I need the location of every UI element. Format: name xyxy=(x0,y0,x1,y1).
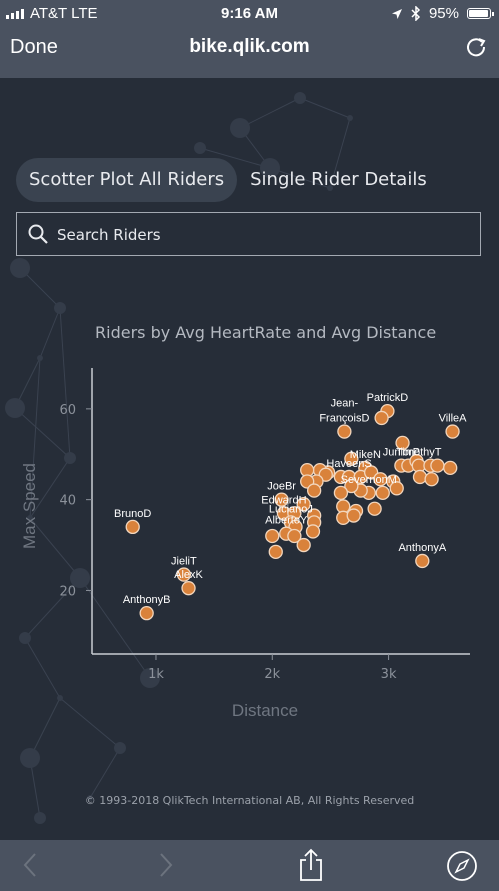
browser-toolbar xyxy=(0,840,499,891)
data-point[interactable] xyxy=(333,485,349,500)
page-content: Scotter Plot All Riders Single Rider Det… xyxy=(0,78,499,840)
point-label: SevernonM xyxy=(341,474,397,486)
data-point[interactable] xyxy=(346,508,361,523)
data-point[interactable] xyxy=(424,472,439,487)
data-point[interactable] xyxy=(296,497,311,512)
x-tick-label: 2k xyxy=(264,667,280,682)
data-point[interactable] xyxy=(395,435,410,451)
data-point[interactable] xyxy=(265,528,280,544)
search-input[interactable] xyxy=(55,213,459,257)
battery-icon xyxy=(467,8,494,19)
url-title: bike.qlik.com xyxy=(189,36,310,57)
safari-compass-icon[interactable] xyxy=(446,850,478,882)
point-label: JuniorP xyxy=(383,447,420,459)
chart-title: Riders by Avg HeartRate and Avg Distance xyxy=(95,323,437,342)
y-tick-label: 20 xyxy=(59,584,76,599)
forward-icon[interactable] xyxy=(158,852,174,878)
data-point[interactable] xyxy=(181,581,196,596)
scatter-chart: 1k 2k 3k 20 40 60 Distance Max Speed PatrickDJea… xyxy=(20,368,470,720)
data-point[interactable] xyxy=(415,553,430,569)
status-time: 9:16 AM xyxy=(221,5,278,22)
data-point[interactable] xyxy=(445,424,460,439)
data-point[interactable] xyxy=(274,492,289,507)
search-box[interactable] xyxy=(16,212,481,257)
data-point[interactable] xyxy=(139,605,154,621)
y-tick-label: 60 xyxy=(59,403,76,418)
data-point[interactable] xyxy=(305,524,321,539)
x-axis-label: Distance xyxy=(232,701,298,720)
data-point[interactable] xyxy=(367,501,382,516)
tab-single-rider[interactable]: Single Rider Details xyxy=(250,169,427,190)
share-icon[interactable] xyxy=(298,848,324,882)
done-button[interactable]: Done xyxy=(10,36,58,58)
signal-bars-icon xyxy=(6,9,24,19)
data-point[interactable] xyxy=(344,478,359,494)
carrier-label: AT&T LTE xyxy=(30,5,98,22)
point-label: TimothyT xyxy=(396,447,442,459)
point-label: JieliT xyxy=(171,556,197,568)
data-point[interactable] xyxy=(374,410,389,426)
point-label: Jean-FrançoisD xyxy=(319,398,369,425)
point-label: MikeN xyxy=(350,449,381,461)
point-label: LucianoJ xyxy=(269,503,313,515)
data-point[interactable] xyxy=(176,567,192,582)
reload-icon[interactable] xyxy=(465,36,487,58)
back-icon[interactable] xyxy=(22,852,38,878)
point-label: JoeBr xyxy=(267,481,296,493)
data-point[interactable] xyxy=(125,519,140,535)
browser-nav-bar: Done bike.qlik.com xyxy=(0,28,499,78)
data-point[interactable] xyxy=(296,537,311,553)
x-tick-label: 3k xyxy=(381,667,397,682)
data-point[interactable] xyxy=(443,460,458,476)
battery-percent: 95% xyxy=(428,5,459,22)
network-background-decoration xyxy=(5,92,353,824)
search-icon xyxy=(28,224,48,244)
status-bar: AT&T LTE 9:16 AM 95% xyxy=(0,0,499,28)
point-label: AnthonyA xyxy=(398,542,446,554)
point-label: AnthonyB xyxy=(123,594,171,606)
data-point[interactable] xyxy=(389,481,404,496)
data-point[interactable] xyxy=(287,528,302,544)
point-label: VilleA xyxy=(439,413,468,425)
copyright-text: © 1993-2018 QlikTech International AB, A… xyxy=(84,794,415,807)
x-tick-label: 1k xyxy=(148,667,164,682)
bluetooth-icon xyxy=(411,6,421,21)
data-point[interactable] xyxy=(268,544,283,560)
point-label: PatrickD xyxy=(367,392,409,404)
data-point[interactable] xyxy=(375,485,390,500)
point-label: AlexK xyxy=(174,569,203,581)
data-point[interactable] xyxy=(344,451,359,466)
tab-bar: Scotter Plot All Riders Single Rider Det… xyxy=(16,158,440,202)
data-point[interactable] xyxy=(306,483,322,498)
data-point[interactable] xyxy=(337,424,352,439)
point-label: AlbertoY xyxy=(265,515,308,527)
point-label: EdwardH xyxy=(261,494,306,506)
y-axis-label: Max Speed xyxy=(20,463,39,549)
y-tick-label: 40 xyxy=(59,494,76,509)
point-label: HaveenS xyxy=(326,458,371,470)
location-arrow-icon xyxy=(391,8,402,19)
data-point[interactable] xyxy=(430,458,445,473)
tab-scatter-plot[interactable]: Scotter Plot All Riders xyxy=(16,158,238,202)
point-label: BrunoD xyxy=(114,508,151,520)
data-point[interactable] xyxy=(412,469,428,485)
